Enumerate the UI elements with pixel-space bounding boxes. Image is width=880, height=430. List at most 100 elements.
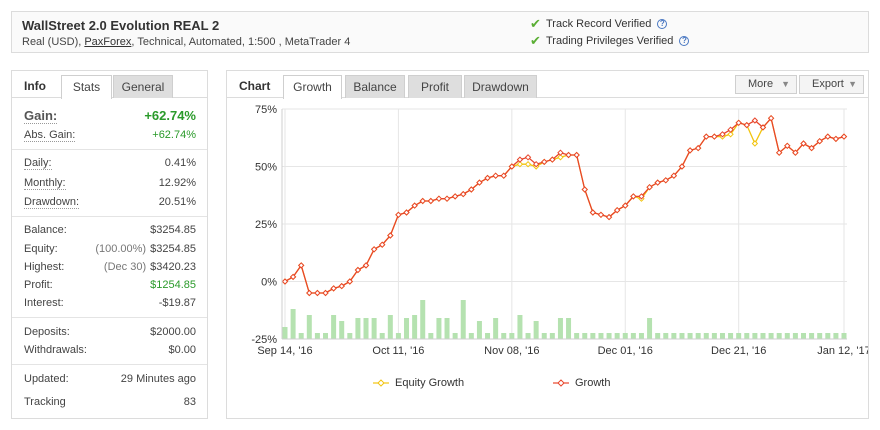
- volume-bar: [485, 333, 491, 339]
- volume-bar: [355, 318, 361, 339]
- growth-point: [484, 174, 491, 182]
- growth-point: [727, 126, 734, 133]
- gain-value: +62.74%: [144, 108, 196, 123]
- growth-point: [435, 195, 443, 202]
- x-tick-label: Dec 21, '16: [711, 345, 766, 357]
- growth-line: [284, 116, 845, 294]
- equity-growth-line: [284, 116, 845, 294]
- growth-point: [476, 179, 483, 186]
- broker-link[interactable]: PaxForex: [84, 36, 132, 48]
- growth-point: [508, 163, 516, 170]
- volume-bar: [671, 333, 677, 339]
- volume-bar: [549, 333, 555, 339]
- export-dropdown[interactable]: Export ▼: [799, 75, 864, 94]
- more-dropdown[interactable]: More ▼: [735, 75, 797, 94]
- volume-bar: [525, 333, 531, 339]
- growth-point: [613, 206, 621, 214]
- growth-point: [735, 119, 742, 127]
- volume-bar: [638, 333, 644, 339]
- track-record-verified: ✔ Track Record Verified ?: [530, 16, 668, 32]
- volume-bar: [841, 333, 847, 339]
- highest-date: (Dec 30): [103, 261, 147, 273]
- account-header: WallStreet 2.0 Evolution REAL 2 Real (US…: [11, 11, 869, 53]
- drawdown-label: Drawdown:: [24, 196, 80, 209]
- checkmark-icon: ✔: [530, 16, 541, 31]
- volume-bar: [711, 333, 717, 339]
- growth-point: [516, 156, 524, 163]
- volume-bar: [509, 333, 515, 339]
- legend-growth-label: Growth: [575, 377, 611, 389]
- growth-chart: 75% 50% 25% 0% -25%Sep 14, '16 Oct 11, '16 Nov…: [251, 104, 868, 357]
- legend-equity-label: Equity Growth: [395, 377, 465, 389]
- help-icon[interactable]: ?: [679, 36, 690, 46]
- highest-label: Highest:: [24, 261, 65, 273]
- growth-point: [767, 114, 775, 122]
- tab-profit[interactable]: Profit: [408, 75, 462, 98]
- volume-bar: [622, 333, 628, 339]
- volume-bar: [606, 333, 612, 339]
- growth-point: [759, 124, 767, 131]
- more-label: More: [748, 78, 774, 90]
- chart-panel: Chart Growth Balance Profit Drawdown Mor…: [226, 70, 869, 419]
- volume-bar: [809, 333, 815, 339]
- tab-stats[interactable]: Stats: [61, 75, 112, 99]
- legend-growth[interactable]: Growth: [553, 377, 610, 389]
- info-panel: Info Stats General Gain: +62.74% Abs. Ga…: [11, 70, 208, 419]
- growth-point: [775, 149, 783, 156]
- monthly-label: Monthly:: [24, 177, 66, 190]
- trading-privileges-label: Trading Privileges Verified: [546, 35, 674, 47]
- balance-row: Balance: $3254.85: [24, 224, 196, 236]
- chart-grid: [282, 108, 847, 340]
- highest-row: Highest: (Dec 30) $3420.23: [24, 261, 196, 273]
- track-record-label: Track Record Verified: [546, 18, 652, 30]
- volume-bar: [428, 333, 434, 339]
- growth-point: [751, 117, 759, 124]
- volume-bar: [339, 321, 345, 339]
- growth-point: [460, 190, 467, 198]
- volume-bar: [379, 333, 385, 339]
- withdrawals-value: $0.00: [168, 344, 196, 356]
- volume-bar: [363, 318, 369, 339]
- drawdown-row: Drawdown: 20.51%: [24, 196, 196, 209]
- chart-lines: [281, 114, 848, 297]
- account-title: WallStreet 2.0 Evolution REAL 2: [22, 18, 220, 33]
- growth-point: [743, 121, 750, 129]
- tab-growth[interactable]: Growth: [283, 75, 342, 99]
- growth-point: [597, 211, 605, 219]
- gain-row: Gain: +62.74%: [24, 108, 196, 124]
- growth-point: [427, 197, 435, 205]
- growth-point: [338, 282, 345, 290]
- growth-point: [589, 209, 597, 216]
- legend-equity-growth[interactable]: Equity Growth: [373, 377, 464, 389]
- volume-bar: [833, 333, 839, 339]
- daily-value: 0.41%: [164, 157, 196, 169]
- tab-drawdown[interactable]: Drawdown: [464, 75, 537, 98]
- growth-point: [379, 241, 386, 248]
- volume-bar: [687, 333, 693, 339]
- drawdown-value: 20.51%: [158, 196, 196, 208]
- x-tick-label: Oct 11, '16: [372, 345, 424, 357]
- chevron-down-icon: ▼: [781, 79, 790, 89]
- growth-point: [630, 193, 637, 200]
- volume-bar: [314, 333, 320, 339]
- info-tabs: Info Stats General: [12, 71, 207, 99]
- volume-bar: [679, 333, 685, 339]
- equity-label: Equity:: [24, 243, 58, 255]
- growth-point: [557, 149, 564, 156]
- growth-point: [719, 131, 726, 138]
- equity-growth-point: [751, 140, 759, 147]
- growth-point: [500, 172, 507, 179]
- x-tick-label: Jan 12, '17: [817, 345, 868, 357]
- growth-point: [784, 142, 791, 150]
- withdrawals-label: Withdrawals:: [24, 344, 87, 356]
- growth-point: [808, 144, 815, 152]
- tab-balance[interactable]: Balance: [345, 75, 405, 98]
- tab-general[interactable]: General: [113, 75, 173, 98]
- volume-bar: [800, 333, 806, 339]
- y-tick-label: 50%: [255, 162, 277, 174]
- help-icon[interactable]: ?: [657, 19, 668, 29]
- balance-value: $3254.85: [150, 224, 196, 236]
- growth-point: [800, 140, 807, 147]
- growth-point: [605, 213, 613, 221]
- highest-value: $3420.23: [150, 261, 196, 273]
